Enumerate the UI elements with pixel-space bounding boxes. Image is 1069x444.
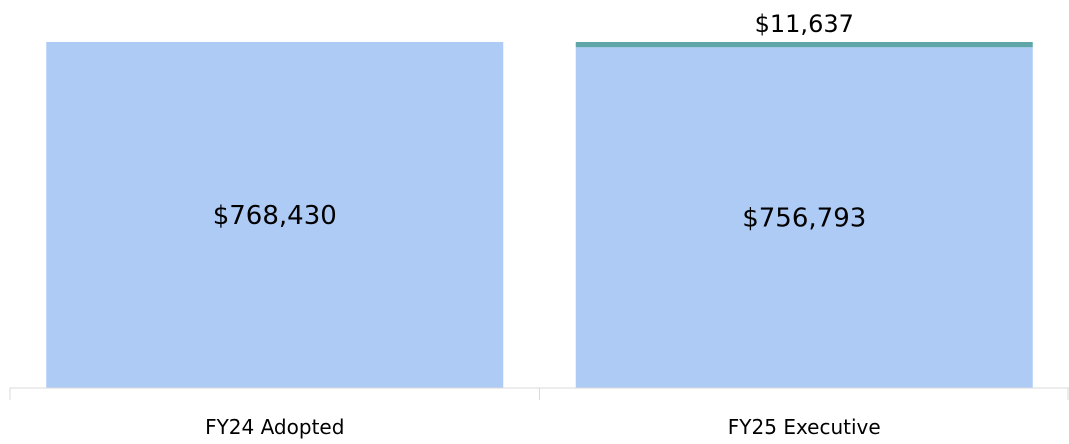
x-tick-label-1: FY25 Executive xyxy=(728,415,881,439)
x-tick-label-0: FY24 Adopted xyxy=(205,415,344,439)
bar-base-0 xyxy=(46,42,504,388)
data-label-increase-1: $11,637 xyxy=(755,10,854,38)
bars-layer xyxy=(46,42,1033,388)
data-labels-layer: $768,430 $756,793 $11,637 xyxy=(213,10,867,234)
data-label-base-1: $756,793 xyxy=(742,204,866,234)
data-label-base-0: $768,430 xyxy=(213,201,337,231)
bar-base-1 xyxy=(575,47,1033,388)
x-axis: FY24 Adopted FY25 Executive xyxy=(9,387,1069,439)
bar-increase-1 xyxy=(575,42,1033,48)
